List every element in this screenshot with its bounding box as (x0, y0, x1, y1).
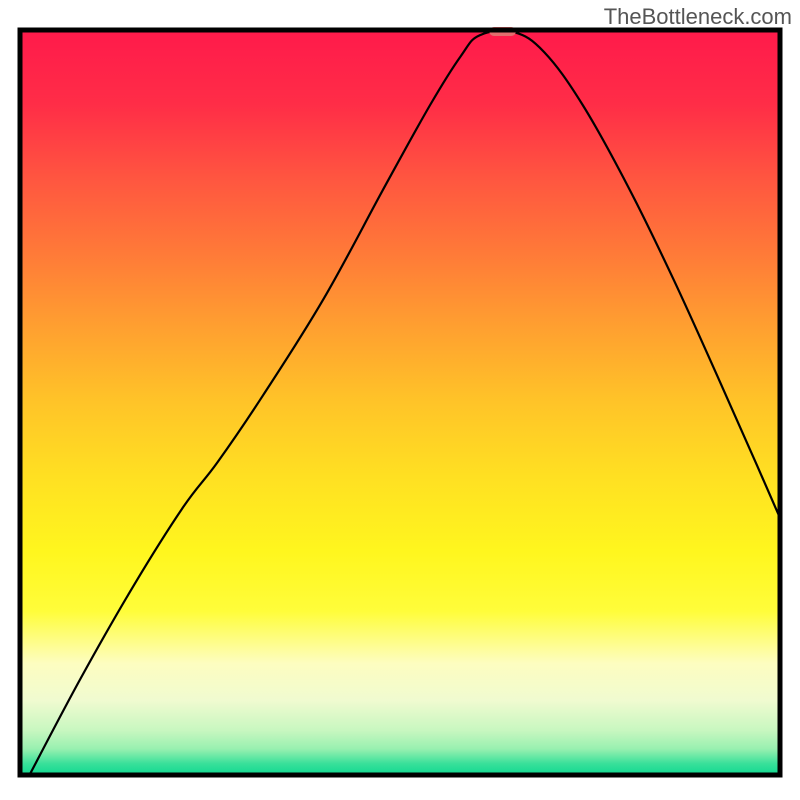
chart-svg (0, 0, 800, 800)
gradient-background (20, 30, 780, 775)
bottleneck-chart: TheBottleneck.com (0, 0, 800, 800)
watermark-label: TheBottleneck.com (604, 4, 792, 30)
